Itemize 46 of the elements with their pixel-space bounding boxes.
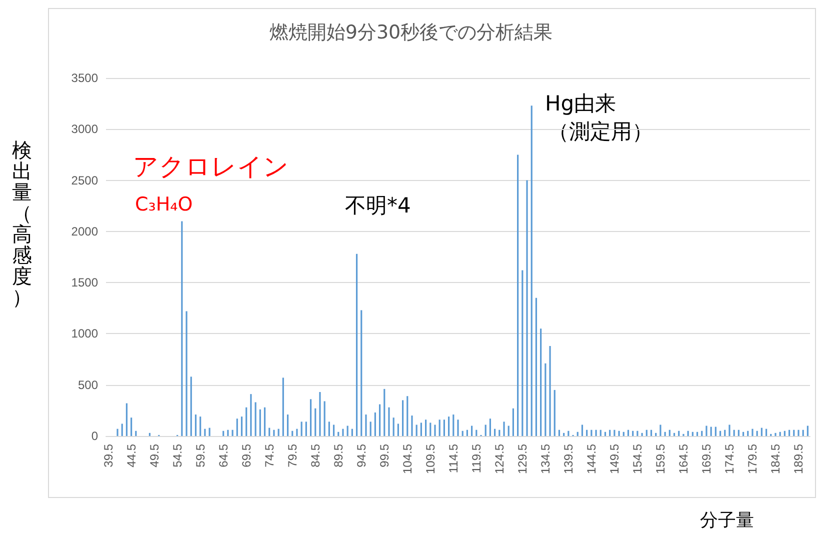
- y-tick-label: 2500: [71, 173, 98, 188]
- x-tick-label: 139.5: [561, 444, 576, 474]
- annotation: アクロレイン: [133, 152, 289, 181]
- x-tick-label: 109.5: [423, 444, 438, 474]
- x-tick-label: 159.5: [653, 444, 668, 474]
- y-tick-label: 1000: [71, 326, 98, 341]
- y-tick-label: 3500: [71, 71, 98, 85]
- x-tick-label: 79.5: [285, 444, 300, 468]
- y-tick-label: 500: [78, 378, 98, 392]
- x-tick-label: 89.5: [331, 444, 346, 468]
- x-tick-label: 54.5: [170, 444, 184, 468]
- chart-title: 燃焼開始9分30秒後での分析結果: [269, 22, 553, 44]
- x-tick-label: 39.5: [101, 444, 116, 468]
- x-axis-title: 分子量: [700, 509, 754, 532]
- x-tick-label: 134.5: [538, 444, 552, 474]
- x-tick-label: 64.5: [216, 444, 230, 468]
- x-tick-label: 174.5: [722, 444, 736, 474]
- x-tick-label: 154.5: [630, 444, 644, 474]
- annotation: 不明*4: [345, 194, 411, 218]
- y-tick-label: 2000: [71, 224, 98, 238]
- y-tick-label: 1500: [71, 276, 98, 290]
- annotation: Hg由来: [545, 92, 616, 116]
- x-tick-label: 169.5: [699, 444, 714, 474]
- x-tick-label: 164.5: [676, 444, 690, 474]
- x-tick-label: 94.5: [354, 444, 368, 468]
- x-tick-label: 59.5: [193, 444, 208, 468]
- x-tick-label: 144.5: [584, 444, 598, 474]
- x-tick-label: 189.5: [791, 444, 806, 474]
- x-tick-label: 69.5: [239, 444, 254, 468]
- annotation: C₃H₄O: [135, 193, 193, 216]
- x-tick-label: 119.5: [469, 444, 484, 474]
- x-tick-label: 74.5: [262, 444, 276, 468]
- y-tick-label: 0: [91, 429, 98, 443]
- x-tick-label: 44.5: [124, 444, 138, 468]
- x-tick-label: 129.5: [515, 444, 530, 474]
- x-tick-label: 99.5: [377, 444, 392, 468]
- y-tick-label: 3000: [71, 122, 98, 136]
- y-axis-title: 検出量（高感度）: [11, 138, 33, 309]
- x-tick-label: 149.5: [607, 444, 622, 474]
- x-tick-label: 184.5: [768, 444, 782, 474]
- x-tick-label: 49.5: [147, 444, 162, 468]
- x-tick-label: 114.5: [446, 444, 460, 474]
- x-tick-label: 179.5: [745, 444, 760, 474]
- x-tick-label: 104.5: [400, 444, 414, 474]
- x-tick-label: 84.5: [308, 444, 322, 468]
- x-tick-label: 124.5: [492, 444, 506, 474]
